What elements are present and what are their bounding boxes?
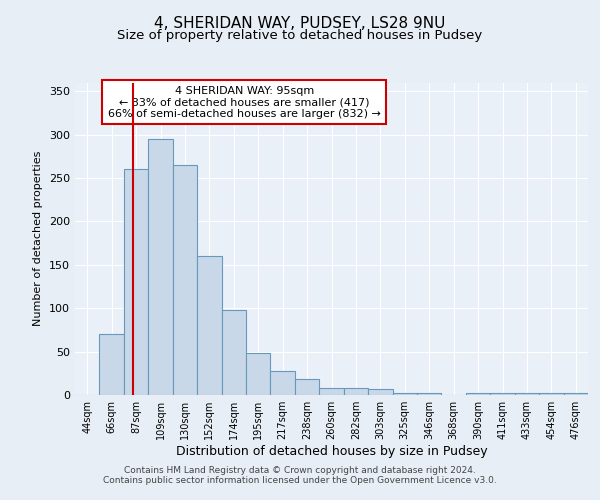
Bar	[319, 388, 344, 395]
Text: Size of property relative to detached houses in Pudsey: Size of property relative to detached ho…	[118, 29, 482, 42]
Bar	[466, 394, 490, 395]
Bar	[490, 394, 515, 395]
Bar	[124, 170, 148, 395]
Y-axis label: Number of detached properties: Number of detached properties	[34, 151, 43, 326]
Bar	[539, 394, 563, 395]
Bar	[271, 370, 295, 395]
Text: Contains HM Land Registry data © Crown copyright and database right 2024.: Contains HM Land Registry data © Crown c…	[124, 466, 476, 475]
Bar	[246, 354, 271, 395]
Bar	[295, 378, 319, 395]
Bar	[368, 389, 392, 395]
Bar	[148, 139, 173, 395]
Bar	[173, 165, 197, 395]
Bar	[392, 394, 417, 395]
Bar	[515, 394, 539, 395]
Bar	[563, 394, 588, 395]
Bar	[197, 256, 221, 395]
Text: 4 SHERIDAN WAY: 95sqm
← 33% of detached houses are smaller (417)
66% of semi-det: 4 SHERIDAN WAY: 95sqm ← 33% of detached …	[108, 86, 381, 119]
Bar	[344, 388, 368, 395]
Bar	[221, 310, 246, 395]
Bar	[417, 394, 442, 395]
X-axis label: Distribution of detached houses by size in Pudsey: Distribution of detached houses by size …	[176, 445, 487, 458]
Text: Contains public sector information licensed under the Open Government Licence v3: Contains public sector information licen…	[103, 476, 497, 485]
Text: 4, SHERIDAN WAY, PUDSEY, LS28 9NU: 4, SHERIDAN WAY, PUDSEY, LS28 9NU	[154, 16, 446, 31]
Bar	[100, 334, 124, 395]
